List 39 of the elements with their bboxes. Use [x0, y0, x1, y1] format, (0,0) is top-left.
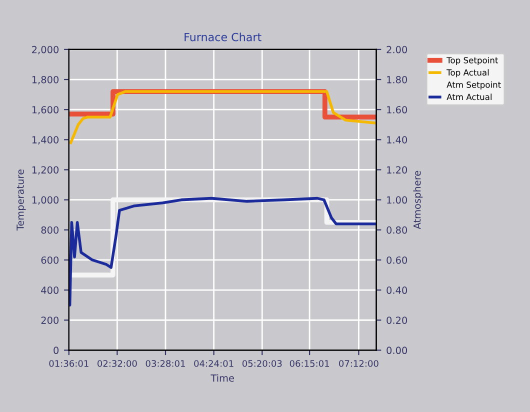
y2-tick-label: 1.40: [387, 136, 408, 144]
y-axis-title: Temperature: [16, 170, 26, 231]
y2-tick-label: 1.80: [387, 76, 408, 84]
y-tick-label: 600: [41, 256, 59, 264]
y-tick-label: 1,200: [32, 166, 59, 175]
y2-tick-label: 2.00: [386, 46, 408, 54]
text: Atm Setpoint: [446, 81, 501, 90]
y2-tick-label: 0.20: [386, 316, 408, 324]
y2-tick-label: 0.00: [386, 346, 408, 354]
x-tick-label: 04:24:01: [194, 360, 234, 367]
legend-label: Top Setpoint: [446, 56, 498, 66]
y-tick-label: 400: [41, 286, 59, 294]
y-tick-label: 1,400: [32, 136, 59, 144]
y-tick-label: 1,800: [32, 76, 59, 84]
y2-tick-label: 1.20: [387, 166, 408, 174]
y-tick-label: 1,600: [32, 106, 59, 114]
x-axis-title: Time: [210, 374, 234, 382]
x-tick-label: 06:15:01: [290, 360, 329, 367]
y-tick-label: 800: [41, 226, 59, 234]
y-tick-label: 2,000: [32, 46, 59, 54]
x-tick-label: 02:32:00: [98, 360, 137, 367]
y-tick-label: 1,000: [32, 196, 59, 205]
x-tick-label: 01:36:01: [49, 360, 88, 367]
y2-tick-label: 0.40: [386, 286, 408, 294]
y2-tick-label: 0.80: [386, 226, 408, 234]
y2-tick-label: 1.00: [387, 196, 408, 204]
y-tick-label: 200: [41, 316, 59, 324]
y2-tick-label: 0.60: [386, 256, 408, 264]
x-tick-label: 05:20:03: [242, 360, 282, 367]
chart-title: Furnace Chart: [184, 32, 262, 42]
x-tick-label: 07:12:00: [339, 360, 378, 367]
y2-tick-label: 1.60: [387, 106, 408, 114]
line-series: [68, 196, 376, 306]
legend-label: Atm Actual: [446, 94, 492, 100]
line-series: [69, 90, 376, 144]
legend-label: Top Actual: [446, 69, 489, 78]
y-tick-label: 0: [54, 346, 59, 354]
x-tick-label: 03:28:01: [146, 360, 185, 367]
y2-axis-title: Atmosphere: [413, 170, 423, 230]
